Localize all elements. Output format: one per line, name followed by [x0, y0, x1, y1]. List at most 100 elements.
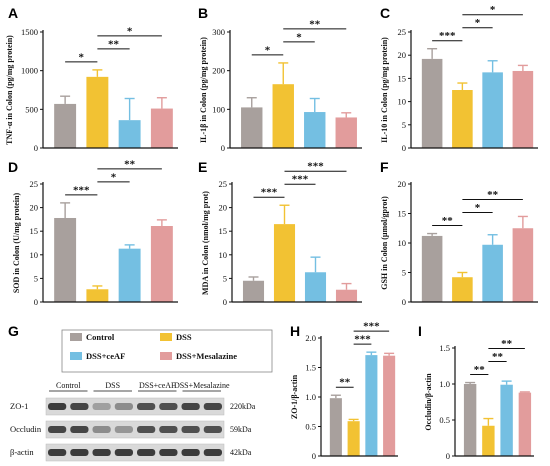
significance-label: **	[501, 338, 513, 350]
blot-band	[181, 403, 200, 410]
y-tick-label: 1.5	[439, 343, 450, 353]
y-tick-label: 15	[30, 226, 39, 236]
legend-swatch	[160, 352, 172, 360]
bar-e-2	[304, 272, 327, 302]
bar-h-3	[383, 355, 396, 456]
bar-e-0	[242, 280, 265, 302]
bar-i-0	[463, 384, 477, 456]
y-axis-label: ZO-1/β-actin	[290, 374, 299, 419]
bar-h-0	[329, 398, 342, 456]
y-tick-label: 5	[34, 273, 38, 283]
blot-band	[114, 426, 133, 433]
blot-band	[137, 403, 156, 410]
panel-letter: H	[290, 323, 300, 339]
bar-i-1	[482, 425, 495, 456]
blot-mw-label: 59kDa	[230, 425, 252, 434]
y-tick-label: 0.5	[305, 422, 316, 432]
bar-f-0	[421, 235, 443, 302]
significance-label: **	[474, 364, 486, 376]
legend-swatch	[160, 333, 172, 341]
y-tick-label: 20	[398, 50, 407, 60]
bar-b-0	[241, 107, 263, 148]
legend-entry: DSS+ceAF	[86, 351, 125, 361]
blot-protein-label: ZO-1	[10, 401, 28, 411]
blot-band	[203, 426, 222, 433]
y-tick-label: 0	[223, 297, 227, 307]
y-tick-label: 20	[30, 203, 39, 213]
bar-d-1	[86, 289, 109, 302]
significance-label: *	[296, 31, 302, 43]
significance-label: **	[108, 38, 120, 50]
y-tick-label: 0	[446, 451, 450, 461]
chart-panel-a: A 0 500 1000 1500 TNF-α in Colon (pg/mg prote…	[5, 5, 178, 153]
legend-entry: DSS	[176, 332, 192, 342]
y-axis-label: SOD in Colon (U/mg protein)	[12, 193, 21, 294]
bar-c-3	[512, 70, 534, 148]
chart-panel-b: B 0 100 200 300 IL-1β in Colon (pg/mg protein…	[198, 5, 362, 153]
blot-band	[159, 403, 178, 410]
bar-a-2	[118, 120, 141, 148]
significance-label: **	[309, 18, 321, 30]
blot-group-label: DSS	[105, 381, 120, 390]
y-tick-label: 10	[398, 238, 407, 248]
blot-band	[203, 449, 222, 456]
blot-band	[70, 449, 89, 456]
bar-d-0	[54, 217, 77, 302]
blot-strip	[45, 397, 225, 416]
panel-letter: D	[8, 159, 18, 175]
bar-f-1	[452, 277, 473, 302]
blot-band	[159, 449, 178, 456]
blot-band	[137, 426, 156, 433]
y-axis-label: GSH in Colon (μmol/gprot)	[380, 196, 389, 290]
blot-band	[92, 426, 111, 433]
y-tick-label: 500	[25, 104, 38, 114]
bar-f-2	[482, 244, 503, 302]
bar-e-3	[335, 289, 358, 302]
blot-mw-label: 42kDa	[230, 448, 252, 457]
y-axis-label: IL-10 in Colon (pg/mg protein)	[380, 37, 389, 143]
panel-letter: A	[8, 5, 18, 21]
legend-swatch	[70, 333, 82, 341]
y-tick-label: 1.0	[305, 392, 316, 402]
y-tick-label: 1.5	[305, 363, 316, 373]
bar-a-0	[54, 103, 77, 148]
bar-c-1	[452, 90, 473, 148]
significance-label: *	[265, 44, 271, 56]
y-tick-label: 5	[402, 268, 406, 278]
y-tick-label: 0	[34, 297, 38, 307]
panel-letter: F	[380, 159, 389, 175]
bar-f-3	[512, 228, 534, 302]
blot-band	[203, 403, 222, 410]
blot-band	[114, 449, 133, 456]
y-tick-label: 5	[223, 273, 227, 283]
significance-label: *	[490, 4, 496, 16]
y-tick-label: 0	[34, 143, 38, 153]
y-tick-label: 15	[219, 226, 228, 236]
y-axis-label: MDA in Colon (nmol/mg prot)	[201, 191, 210, 295]
y-tick-label: 0	[402, 143, 406, 153]
y-tick-label: 200	[212, 66, 225, 76]
chart-panel-e: E 0 5 10 15 20 25 MDA in Colon (nmol/mg prot) **…	[198, 159, 362, 307]
y-tick-label: 15	[398, 73, 407, 83]
significance-label: **	[487, 189, 499, 201]
blot-band	[48, 403, 67, 410]
blot-band	[114, 403, 133, 410]
bar-b-3	[335, 117, 357, 148]
blot-band	[70, 426, 89, 433]
y-tick-label: 25	[398, 27, 407, 37]
y-axis-label: TNF-α in Colon (pg/mg protein)	[5, 35, 14, 145]
blot-band	[48, 449, 67, 456]
blot-group-label: DSS+Mesalazine	[174, 381, 230, 390]
panel-letter: C	[380, 5, 390, 21]
bar-e-1	[273, 224, 296, 302]
significance-label: ***	[363, 321, 380, 333]
y-axis-label: IL-1β in Colon (pg/mg protein)	[199, 37, 208, 143]
blot-band	[70, 403, 89, 410]
y-tick-label: 1.0	[439, 379, 450, 389]
legend-entry: Control	[86, 332, 115, 342]
y-tick-label: 0.5	[439, 415, 450, 425]
y-tick-label: 25	[30, 179, 39, 189]
